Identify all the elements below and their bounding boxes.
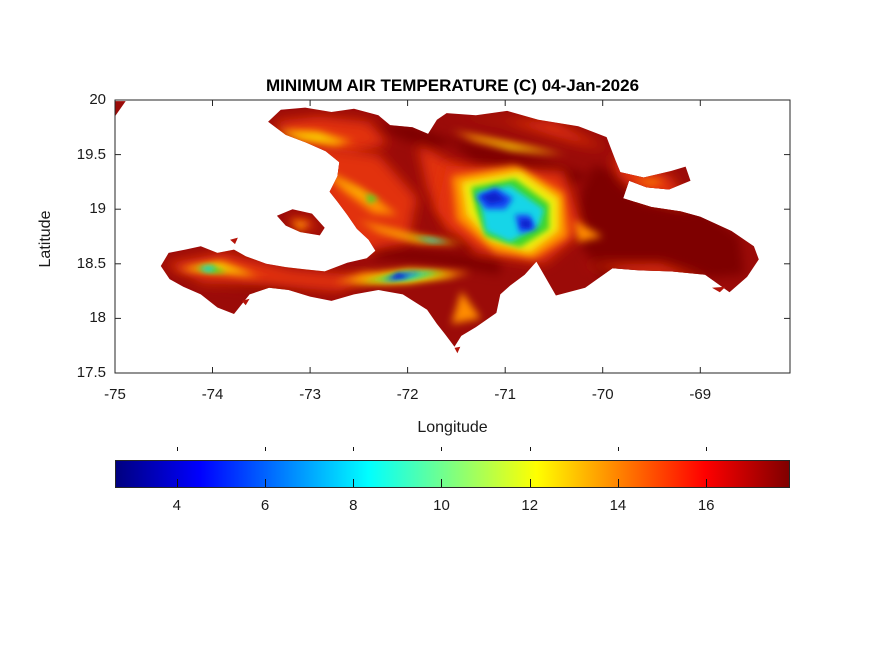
thermal-matheux-neiba bbox=[358, 220, 467, 245]
thermal-pico-duarte-core bbox=[480, 191, 506, 204]
colorbar-tick-label: 10 bbox=[433, 497, 450, 514]
y-tick-label: 17.5 bbox=[76, 364, 106, 381]
thermal-valle-nuevo-core bbox=[520, 220, 531, 229]
colorbar-tick-label: 8 bbox=[349, 497, 358, 514]
colorbar-tick-label: 4 bbox=[172, 497, 181, 514]
y-tick-label: 18 bbox=[89, 309, 106, 327]
y-tick-label: 18.5 bbox=[76, 254, 106, 272]
axes-box bbox=[114, 99, 791, 374]
colorbar-tick-mark bbox=[176, 479, 178, 487]
thermal-gonave-center bbox=[290, 220, 311, 231]
colorbar-tick-mark bbox=[706, 479, 708, 487]
colorbar-tick-stub bbox=[353, 447, 355, 451]
x-tick-label: -72 bbox=[396, 386, 419, 403]
colorbar-tick-mark bbox=[529, 479, 531, 487]
y-tick-label: 19 bbox=[89, 200, 106, 218]
chart-title: MINIMUM AIR TEMPERATURE (C) 04-Jan-2026 bbox=[265, 76, 640, 95]
island-cayemites bbox=[230, 237, 238, 245]
thermal-yamasa-hills bbox=[573, 220, 603, 242]
thermal-neiba-cyan bbox=[415, 237, 449, 242]
x-tick-label: -71 bbox=[494, 386, 517, 403]
colorbar-tick-label: 6 bbox=[260, 497, 270, 514]
island-cuba-southeast-tip bbox=[115, 101, 126, 117]
colorbar-tick-stub bbox=[265, 447, 266, 451]
colorbar-tick-label: 12 bbox=[521, 497, 539, 514]
colorbar-tick-stub bbox=[706, 447, 708, 451]
thermal-selle-core bbox=[390, 273, 408, 280]
colorbar-tick-mark bbox=[353, 479, 355, 487]
thermal-north-dr-coast bbox=[446, 116, 608, 150]
thermal-plaine-du-nord bbox=[373, 124, 457, 150]
island-isla-saona bbox=[712, 286, 726, 293]
y-tick-label: 19.5 bbox=[76, 145, 106, 163]
colorbar-tick-label: 16 bbox=[697, 497, 715, 514]
colorbar-tick-mark bbox=[441, 479, 443, 487]
thermal-cordillera-septentrional bbox=[451, 130, 569, 155]
island-ile-a-vache bbox=[241, 298, 250, 306]
colorbar-tick-mark bbox=[265, 479, 266, 487]
x-tick-label: -70 bbox=[591, 386, 614, 403]
colorbar-tick-stub bbox=[617, 447, 619, 451]
x-tick-label: -69 bbox=[689, 386, 712, 403]
colorbar-tick-stub bbox=[176, 447, 178, 451]
island-isla-beata bbox=[454, 346, 461, 354]
thermal-noires-spot bbox=[366, 193, 379, 204]
thermal-samana-spine bbox=[632, 178, 667, 186]
thermal-claw-band bbox=[280, 132, 345, 144]
y-tick-label: 20 bbox=[89, 91, 106, 108]
x-tick-label: -74 bbox=[201, 386, 224, 403]
x-axis-label: Longitude bbox=[417, 419, 488, 436]
x-tick-label: -73 bbox=[299, 386, 321, 403]
thermal-barahona-ridge bbox=[451, 291, 481, 324]
colorbar bbox=[115, 447, 790, 488]
colorbar-tick-label: 14 bbox=[609, 497, 627, 514]
x-tick-label: -75 bbox=[104, 386, 126, 403]
colorbar-tick-stub bbox=[441, 447, 443, 451]
thermal-hotte-cyan bbox=[200, 266, 215, 272]
colorbar-tick-mark bbox=[617, 479, 619, 487]
thermal-east-dr-hot bbox=[573, 165, 745, 281]
thermal-cul-de-sac-enriquillo bbox=[373, 246, 501, 275]
colorbar-tick-stub bbox=[529, 447, 531, 451]
